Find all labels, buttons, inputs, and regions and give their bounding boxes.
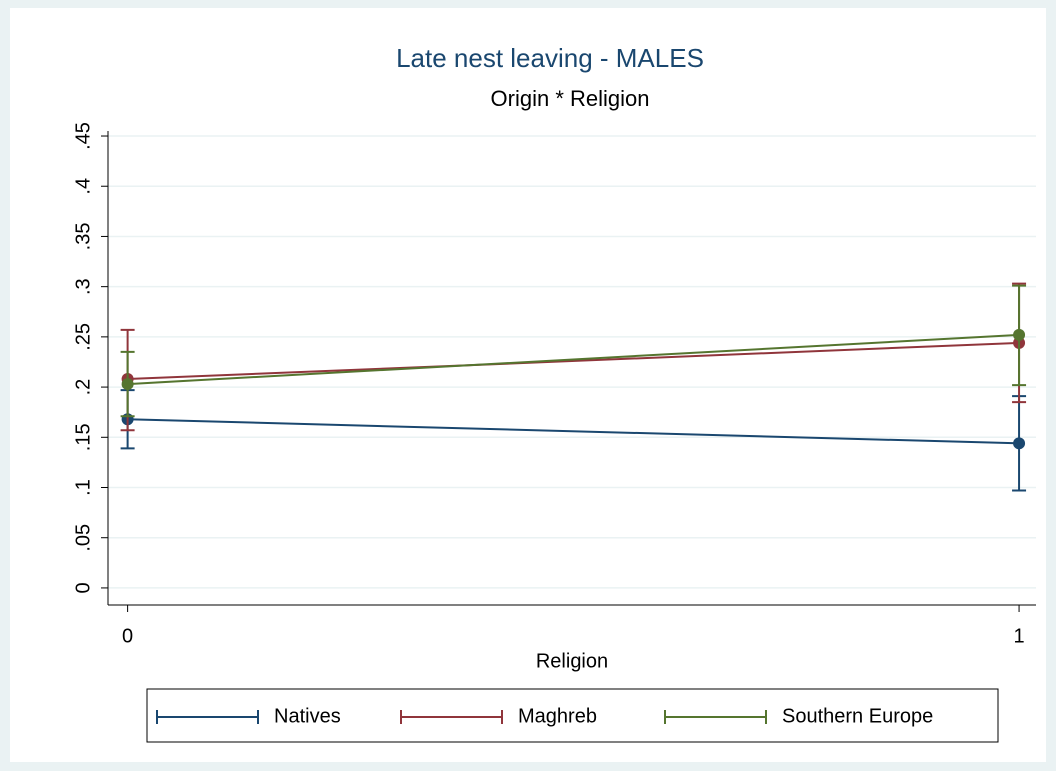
y-tick-label: .2 (72, 379, 94, 396)
legend-label: Natives (274, 705, 341, 727)
legend-label: Maghreb (518, 705, 597, 727)
x-tick-label: 1 (1013, 625, 1024, 647)
legend-swatch (400, 710, 503, 724)
y-tick-label: .05 (72, 524, 94, 552)
legend-swatch (664, 710, 767, 724)
y-tick-label: .3 (72, 278, 94, 295)
y-tick-label: .1 (72, 479, 94, 496)
series-line (127, 333, 1020, 386)
legend-swatch (156, 710, 259, 724)
series-line (127, 341, 1020, 381)
point (1013, 328, 1026, 341)
chart-subtitle: Origin * Religion (491, 86, 650, 111)
y-tick-label: .25 (72, 323, 94, 351)
series-line (127, 418, 1020, 445)
legend (146, 688, 999, 743)
y-tick-label: .45 (72, 122, 94, 150)
chart-title: Late nest leaving - MALES (396, 43, 704, 73)
legend-label: Southern Europe (782, 705, 933, 727)
graph-region (10, 8, 1046, 762)
point (121, 378, 134, 391)
point (1013, 437, 1026, 450)
y-tick-label: 0 (72, 582, 94, 593)
y-tick-label: .15 (72, 423, 94, 451)
y-tick-label: .4 (72, 178, 94, 195)
y-tick-label: .35 (72, 223, 94, 251)
x-axis-label: Religion (536, 650, 608, 672)
x-tick-label: 0 (122, 625, 133, 647)
